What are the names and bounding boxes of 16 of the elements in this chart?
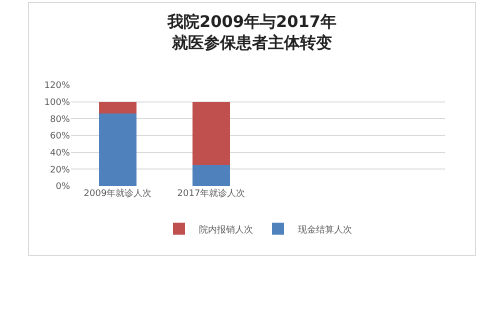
x-tick-label: 2017年就诊人次 <box>177 188 246 199</box>
y-tick-label: 120% <box>44 81 70 92</box>
y-tick-label: 60% <box>50 132 70 142</box>
legend-label: 院内报销人次 <box>199 224 253 236</box>
y-tick-label: 40% <box>50 148 70 158</box>
y-tick-label: 20% <box>50 165 70 176</box>
y-tick-label: 0% <box>56 182 70 192</box>
bar <box>99 102 136 114</box>
bar <box>192 102 230 165</box>
bar <box>99 114 136 186</box>
chart-title: 我院2009年与2017年就医参保患者主体转变 <box>166 11 338 53</box>
y-tick-label: 80% <box>50 114 70 125</box>
legend-label: 现金结算人次 <box>298 224 352 236</box>
x-tick-label: 2009年就诊人次 <box>84 188 152 199</box>
bar <box>192 164 230 186</box>
y-tick-label: 100% <box>44 98 70 108</box>
